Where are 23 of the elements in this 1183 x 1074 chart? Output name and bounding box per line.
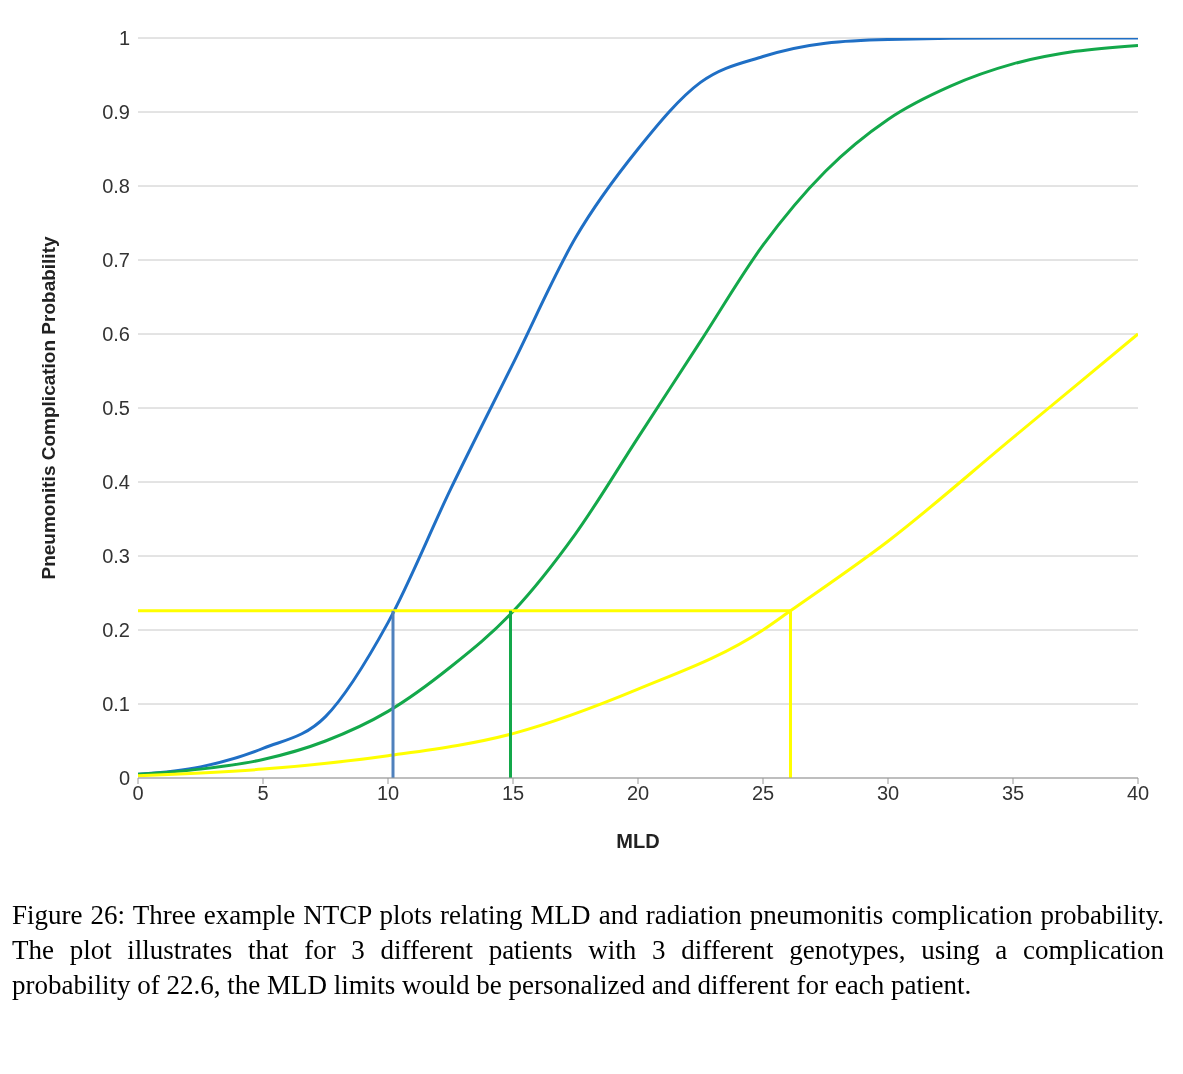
x-tick-label: 5 [257,782,269,805]
y-tick-label: 0.6 [102,323,130,346]
x-tick-label: 35 [1001,782,1025,805]
x-tick-label: 20 [626,782,650,805]
y-tick-label: 0.4 [102,471,130,494]
y-axis-title: Pneumonitis Complication Probability [37,236,59,580]
x-tick-label: 25 [751,782,775,805]
y-tick-label: 0.2 [102,619,130,642]
y-tick-label: 0.7 [102,249,130,272]
y-tick-label: 0.9 [102,101,130,124]
x-tick-label: 40 [1126,782,1150,805]
x-tick-label: 30 [876,782,900,805]
y-tick-label: 0.3 [102,545,130,568]
y-tick-label: 0 [118,767,130,790]
x-axis-title: MLD [616,830,660,852]
x-tick-label: 10 [376,782,400,805]
x-tick-label: 15 [501,782,525,805]
y-tick-label: 0.8 [102,175,130,198]
caption: Figure 26: Three example NTCP plots relating MLD and radiation pneumonitis complication probability. The plot illustrates that for 3 different patients with 3 different genotypes, using a complication probability of 22.6, the MLD limits would be personalized and different for each patient. [12,899,1164,1003]
y-tick-label: 1 [118,27,130,50]
x-tick-label: 0 [132,782,144,805]
y-tick-label: 0.5 [102,397,130,420]
y-tick-label: 0.1 [102,693,130,716]
